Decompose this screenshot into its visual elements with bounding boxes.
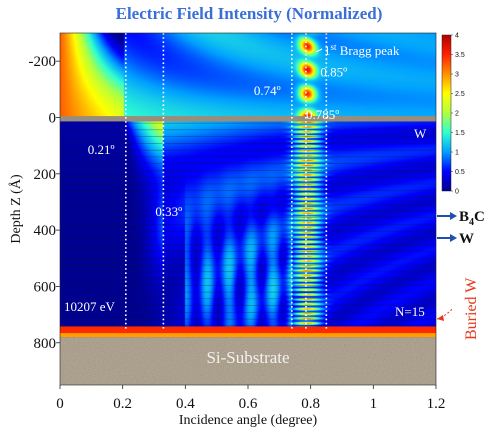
plot-area	[60, 33, 436, 385]
x-tick-label: 0.4	[176, 396, 195, 412]
annotations: 1st Bragg peak W 10207 eV N=15 Si-Substr…	[64, 42, 427, 367]
multilayer-interfaces	[60, 122, 436, 327]
critical-angle-label: 0.33º	[155, 204, 182, 219]
si-substrate	[60, 337, 436, 385]
side-labels: B4C W Buried W	[436, 209, 485, 340]
energy-label: 10207 eV	[64, 299, 116, 314]
critical-angle-label: 0.21º	[88, 142, 115, 157]
y-tick-label: 0	[49, 110, 57, 126]
x-tick-label: 1	[370, 396, 378, 412]
periods-label: N=15	[395, 304, 425, 319]
x-tick-label: 0.2	[113, 396, 132, 412]
w-top-layer	[60, 116, 436, 122]
w-arrow-head-icon	[450, 234, 457, 242]
field-intensity-heatmap	[60, 33, 436, 385]
y-tick-label: -200	[29, 54, 57, 70]
bragg-peak-label: 1st Bragg peak	[324, 42, 400, 58]
bragg-pointer-icon	[315, 48, 323, 53]
chart-title: Electric Field Intensity (Normalized)	[116, 4, 383, 23]
x-tick-label: 0.6	[239, 396, 258, 412]
colorbar-tick-label: 1.5	[455, 130, 465, 137]
y-axis: -200 0 200 400 600 800	[29, 54, 60, 352]
buried-pointer-head-icon	[437, 315, 444, 321]
colorbar-tick-label: 0.5	[455, 169, 465, 176]
critical-angle-label: 0.85º	[320, 65, 347, 80]
colorbar: 4 3.5 3 2.5 2 1.5 1 0.5 0	[441, 33, 465, 196]
critical-angle-lines	[125, 33, 328, 329]
critical-angle-label: 0.74º	[254, 83, 281, 98]
y-axis-label: Depth Z (Å)	[8, 174, 24, 244]
x-tick-label: 0	[56, 396, 64, 412]
b4c-arrow-head-icon	[450, 212, 457, 220]
y-tick-label: 200	[34, 167, 57, 183]
substrate-label: Si-Substrate	[206, 348, 289, 367]
colorbar-gradient	[441, 34, 452, 192]
buried-w-label: Buried W	[463, 277, 480, 340]
x-axis: 0 0.2 0.4 0.6 0.8 1 1.2	[56, 385, 445, 412]
colorbar-tick-label: 0	[455, 189, 459, 196]
y-tick-label: 600	[34, 279, 57, 295]
critical-angle-label: 0.785º	[306, 107, 339, 122]
y-tick-label: 800	[34, 336, 57, 352]
buried-pointer-icon	[436, 307, 454, 320]
colorbar-tick-label: 4	[455, 33, 459, 40]
buried-w-layer	[60, 326, 436, 338]
colorbar-tick-label: 1	[455, 150, 459, 157]
x-tick-label: 1.2	[427, 396, 446, 412]
x-tick-label: 0.8	[301, 396, 320, 412]
side-label-b4c: B4C	[459, 209, 485, 228]
side-label-w: W	[459, 231, 474, 247]
colorbar-tick-label: 3.5	[455, 52, 465, 59]
colorbar-tick-label: 2	[455, 111, 459, 118]
colorbar-tick-label: 2.5	[455, 91, 465, 98]
x-axis-label: Incidence angle (degree)	[179, 413, 318, 428]
buried-edge	[60, 333, 436, 338]
y-tick-label: 400	[34, 223, 57, 239]
top-layer-label: W	[414, 126, 427, 141]
colorbar-tick-label: 3	[455, 72, 459, 79]
